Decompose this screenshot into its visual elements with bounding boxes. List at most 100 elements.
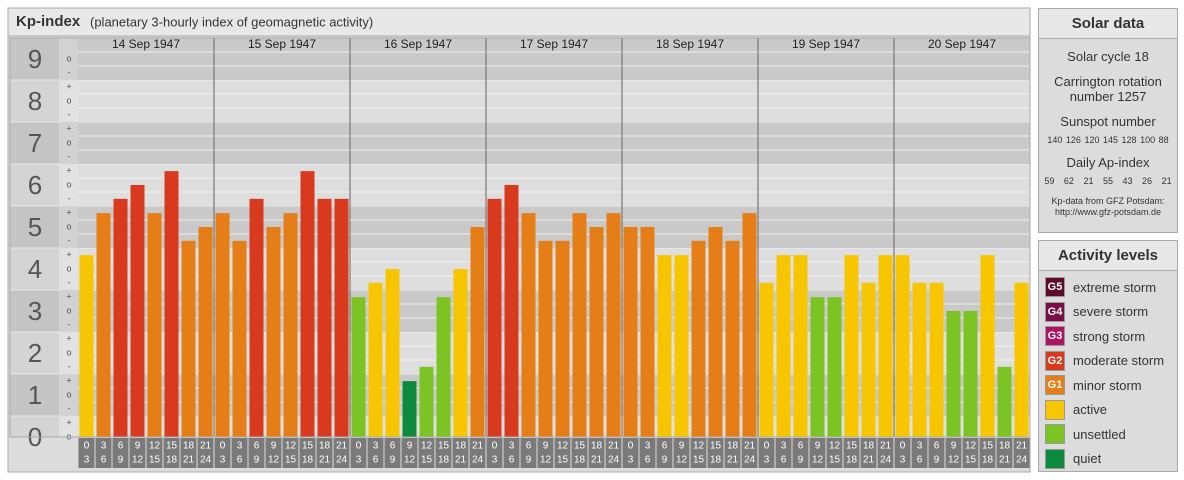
level-item: G3 strong storm	[1039, 324, 1177, 349]
x-tick-label: 6	[254, 441, 260, 452]
x-tick-label: 6	[373, 455, 379, 466]
y-minor-label: -	[68, 67, 71, 77]
solar-panel: Solar data Solar cycle 18 Carrington rot…	[1038, 8, 1178, 233]
x-tick-cell	[486, 438, 503, 468]
x-tick-label: 15	[421, 455, 433, 466]
sunspot-numbers: 140 126 120 145 128 100 88	[1039, 135, 1177, 145]
x-tick-label: 21	[200, 441, 212, 452]
day-label: 19 Sep 1947	[792, 37, 860, 51]
x-tick-cell	[214, 438, 231, 468]
y-minor-label: +	[66, 165, 71, 175]
minor-label-cell	[60, 206, 78, 248]
x-tick-label: 6	[390, 441, 396, 452]
bar	[249, 198, 264, 437]
x-tick-cell	[248, 438, 265, 468]
ap-value: 43	[1122, 176, 1133, 186]
bar	[164, 171, 179, 437]
band	[78, 164, 1030, 206]
x-tick-label: 21	[183, 455, 195, 466]
x-tick-label: 21	[336, 441, 348, 452]
x-tick-label: 21	[455, 455, 467, 466]
solar-cycle: Solar cycle 18	[1067, 49, 1149, 64]
bar	[79, 255, 94, 437]
x-tick-label: 9	[390, 455, 396, 466]
y-minor-label: +	[66, 417, 71, 427]
y-minor-label: -	[68, 193, 71, 203]
minor-label-cell	[60, 164, 78, 206]
x-tick-cell	[435, 438, 452, 468]
x-tick-label: 21	[608, 441, 620, 452]
x-tick-label: 18	[166, 455, 178, 466]
y-minor-label: o	[66, 347, 71, 357]
level-badge: G2	[1045, 350, 1065, 371]
bar	[946, 311, 961, 437]
bar	[538, 240, 553, 437]
x-tick-label: 24	[744, 455, 756, 466]
x-tick-label: 15	[710, 441, 722, 452]
chart-subtitle: (planetary 3-hourly index of geomagnetic…	[90, 14, 373, 29]
x-tick-label: 18	[999, 441, 1011, 452]
x-tick-cell	[503, 438, 520, 468]
x-tick-label: 6	[237, 455, 243, 466]
x-tick-label: 9	[135, 441, 141, 452]
x-tick-label: 6	[526, 441, 532, 452]
x-tick-cell	[180, 438, 197, 468]
x-tick-label: 3	[356, 455, 362, 466]
x-tick-label: 9	[254, 455, 260, 466]
level-item: unsettled	[1039, 422, 1177, 447]
day-label: 18 Sep 1947	[656, 37, 724, 51]
y-minor-label: +	[66, 207, 71, 217]
y-tick-label: 9	[28, 44, 42, 74]
x-tick-label: 0	[356, 441, 362, 452]
x-tick-cell	[962, 438, 979, 468]
bar	[912, 282, 927, 437]
y-minor-label: -	[68, 235, 71, 245]
bar	[606, 213, 621, 437]
x-tick-label: 6	[662, 441, 668, 452]
x-tick-cell	[95, 438, 112, 468]
kp-chart: Kp-index (planetary 3-hourly index of ge…	[7, 7, 1031, 473]
x-tick-cell	[197, 438, 214, 468]
x-tick-label: 6	[934, 441, 940, 452]
bar	[402, 381, 417, 437]
day-label: 16 Sep 1947	[384, 37, 452, 51]
bar	[436, 297, 451, 437]
x-tick-label: 21	[591, 455, 603, 466]
x-tick-cell	[163, 438, 180, 468]
level-label: extreme storm	[1073, 279, 1157, 295]
band-label-cell	[9, 121, 61, 165]
bar	[657, 255, 672, 437]
y-tick-label: 4	[28, 254, 42, 284]
y-tick-label: 7	[28, 128, 42, 158]
source-url: http://www.gfz-potsdam.de	[1054, 207, 1162, 217]
sunspot-number: 140	[1047, 135, 1063, 145]
x-tick-label: 24	[880, 455, 892, 466]
x-tick-label: 18	[574, 455, 586, 466]
plot: 0 + o 1 + o - 2 + o - 3 + o - 4 + o - 5 + o - 6 + o - 7 + o - 8 + o - 9 o - 14…	[9, 37, 1031, 468]
x-tick-label: 15	[982, 441, 994, 452]
y-tick-label: 2	[28, 338, 42, 368]
x-tick-label: 12	[540, 455, 552, 466]
x-tick-label: 3	[645, 441, 651, 452]
bar	[1014, 282, 1029, 437]
level-badge	[1045, 399, 1065, 420]
x-tick-label: 9	[118, 455, 124, 466]
x-tick-cell	[860, 438, 877, 468]
y-minor-label: -	[68, 361, 71, 371]
ap-value: 26	[1142, 176, 1153, 186]
x-tick-cell	[112, 438, 129, 468]
x-tick-label: 6	[101, 455, 107, 466]
bar	[929, 282, 944, 437]
x-tick-label: 9	[662, 455, 668, 466]
bar	[878, 255, 893, 437]
bar	[589, 227, 604, 437]
level-badge: G4	[1045, 301, 1065, 322]
x-tick-cell	[758, 438, 775, 468]
ap-value: 21	[1083, 176, 1094, 186]
source-text: Kp-data from GFZ Potsdam:	[1051, 196, 1165, 206]
bar	[861, 282, 876, 437]
y-minor-label: +	[66, 333, 71, 343]
x-tick-label: 3	[917, 441, 923, 452]
x-tick-label: 15	[829, 455, 841, 466]
